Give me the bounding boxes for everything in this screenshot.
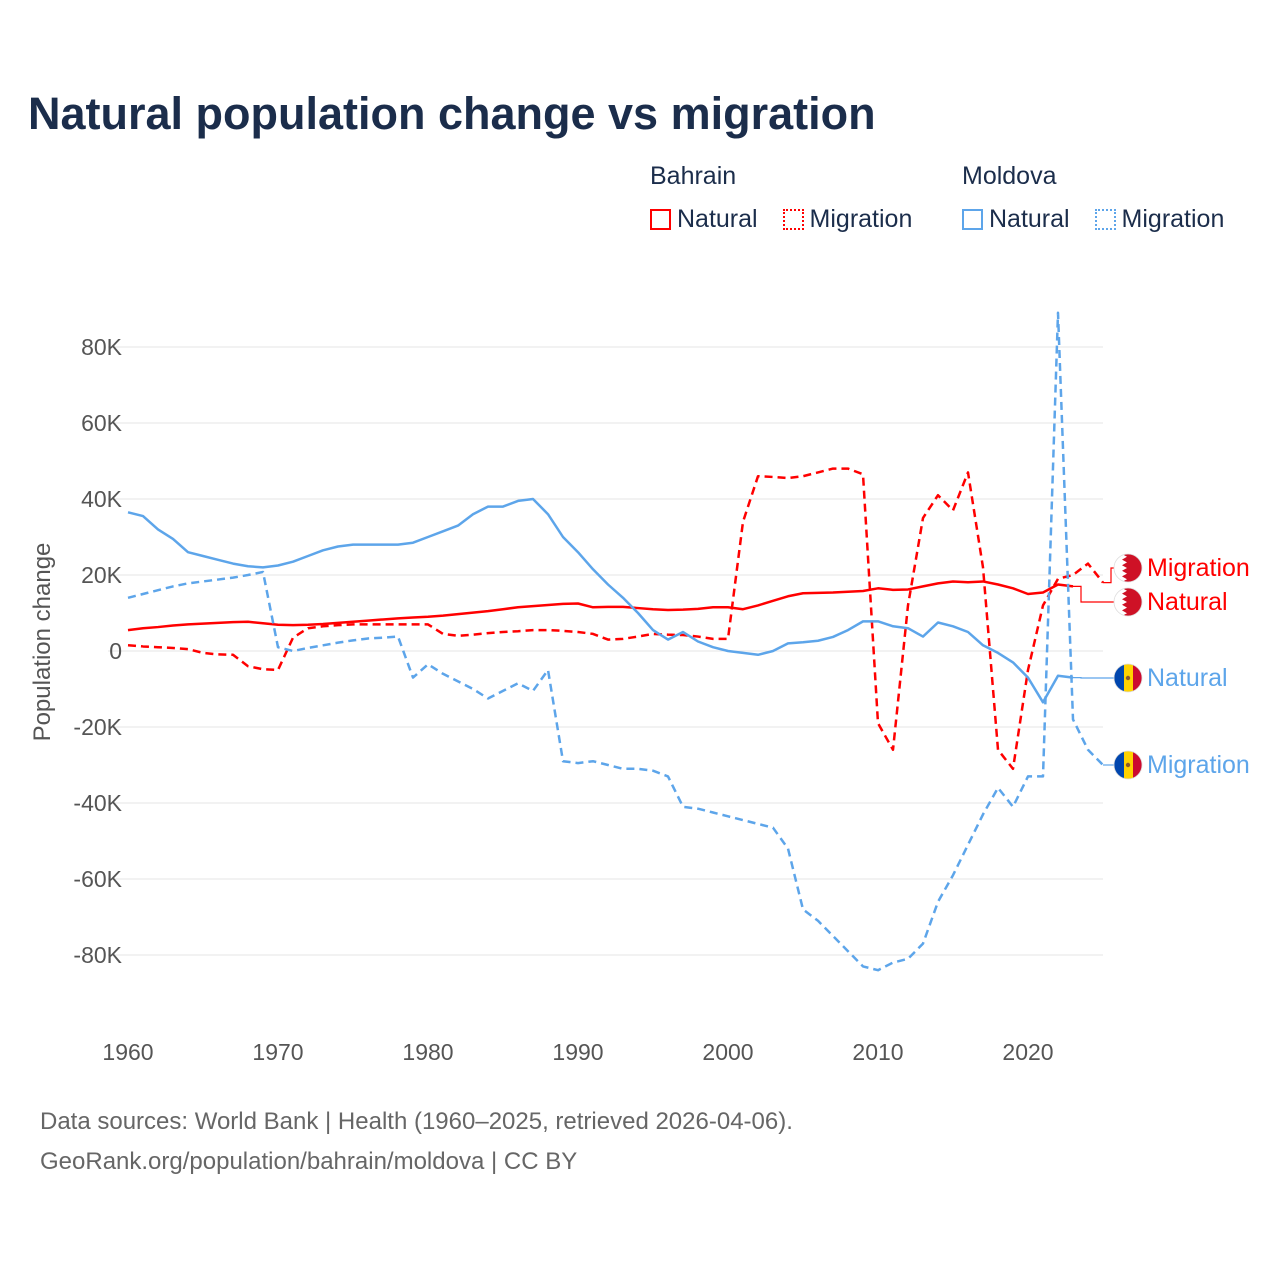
legend-label: Natural (677, 205, 758, 233)
dotted-swatch-icon (1094, 209, 1116, 230)
bahrain-flag-icon (1113, 587, 1143, 617)
flag-red (1133, 751, 1142, 779)
legend-label: Migration (1121, 205, 1225, 233)
bahrain-flag-icon (1113, 553, 1143, 583)
flag-blue (1114, 751, 1124, 779)
series-line-moldova-migration (127, 311, 1104, 972)
flag-blue (1114, 664, 1124, 692)
legend-item-moldova-migration[interactable]: Migration (1094, 205, 1225, 234)
legend-moldova: Moldova Natural Migration (962, 162, 1224, 237)
legend-item-bahrain-natural[interactable]: Natural (650, 205, 758, 234)
legend-label: Natural (989, 205, 1070, 233)
series-line-bahrain-natural (127, 580, 1074, 632)
series-line-bahrain-migration (127, 467, 1104, 771)
dotted-swatch-icon (782, 209, 804, 230)
y-tick-label: -60K (73, 866, 122, 892)
y-tick-label: 40K (81, 486, 123, 512)
y-tick-label: 80K (81, 334, 123, 360)
flag-border (1113, 553, 1143, 583)
flag-border (1113, 587, 1143, 617)
end-label: Migration (1147, 751, 1250, 779)
label-connector (1103, 567, 1114, 584)
flag-body (1114, 588, 1142, 616)
y-tick-label: -80K (73, 942, 122, 968)
flag-border (1113, 750, 1143, 780)
end-label: Natural (1147, 664, 1228, 692)
legend-group-label: Moldova (962, 162, 1057, 190)
y-tick-label: 0 (109, 638, 122, 664)
flag-emblem (1125, 762, 1131, 768)
x-tick-label: 1970 (252, 1039, 303, 1065)
y-tick-label: 60K (81, 410, 123, 436)
end-label: Natural (1147, 588, 1228, 616)
legend-label: Migration (809, 205, 913, 233)
flag-white (1114, 554, 1127, 582)
footer-sources: Data sources: World Bank | Health (1960–… (40, 1108, 793, 1135)
label-connector (1073, 585, 1114, 603)
flag-body (1114, 554, 1142, 582)
flag-red (1133, 664, 1142, 692)
moldova-flag-icon (1113, 663, 1143, 693)
x-tick-label: 2010 (852, 1039, 903, 1065)
chart-title: Natural population change vs migration (28, 88, 876, 139)
flag-emblem (1125, 675, 1131, 681)
legend-bahrain: Bahrain Natural Migration (650, 162, 930, 237)
series-line-moldova-natural (127, 497, 1074, 704)
legend-item-bahrain-migration[interactable]: Migration (782, 205, 913, 234)
x-tick-label: 1960 (102, 1039, 153, 1065)
moldova-flag-icon (1113, 750, 1143, 780)
legend-item-moldova-natural[interactable]: Natural (962, 205, 1070, 234)
x-tick-label: 1980 (402, 1039, 453, 1065)
footer-link[interactable]: GeoRank.org/population/bahrain/moldova |… (40, 1148, 578, 1175)
x-tick-label: 1990 (552, 1039, 603, 1065)
flag-body (1114, 664, 1142, 692)
flag-body (1114, 751, 1142, 779)
flag-white (1114, 588, 1127, 616)
solid-swatch-icon (962, 209, 983, 230)
flag-border (1113, 663, 1143, 693)
y-tick-label: -40K (73, 790, 122, 816)
end-label: Migration (1147, 554, 1250, 582)
y-tick-label: 20K (81, 562, 123, 588)
x-tick-label: 2020 (1002, 1039, 1053, 1065)
y-tick-label: -20K (73, 714, 122, 740)
solid-swatch-icon (650, 209, 671, 230)
legend-group-label: Bahrain (650, 162, 737, 190)
y-axis-label: Population change (29, 543, 56, 742)
x-tick-label: 2000 (702, 1039, 753, 1065)
